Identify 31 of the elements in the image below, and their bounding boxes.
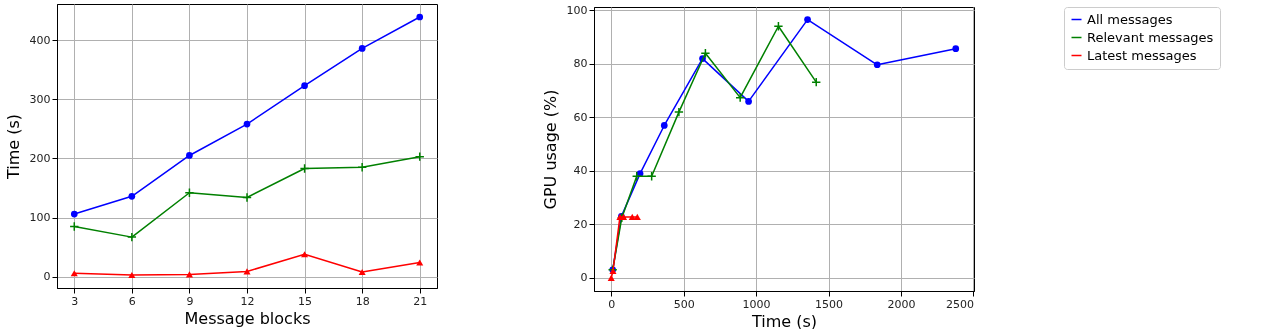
y-tick-label: 0 xyxy=(43,270,51,284)
legend-label: All messages xyxy=(1087,11,1173,27)
y-tick-label: 80 xyxy=(573,57,588,71)
legend-label: Relevant messages xyxy=(1087,29,1214,45)
x-axis-title: Message blocks xyxy=(184,308,311,328)
y-axis-title: Time (s) xyxy=(3,113,23,181)
y-tick-label: 400 xyxy=(29,33,51,47)
y-tick-label: 300 xyxy=(29,92,51,106)
x-axis-title: Time (s) xyxy=(750,311,818,329)
y-tick-label: 200 xyxy=(29,151,51,165)
x-tick-label: 6 xyxy=(128,294,136,308)
y-tick-label: 100 xyxy=(566,3,588,17)
x-tick-label: 3 xyxy=(71,294,79,308)
legend-label: Latest messages xyxy=(1087,47,1197,63)
x-tick-label: 2500 xyxy=(945,297,974,311)
x-tick-label: 0 xyxy=(608,297,616,311)
x-tick-label: 1500 xyxy=(815,297,844,311)
x-tick-label: 12 xyxy=(240,294,255,308)
x-tick-label: 2000 xyxy=(887,297,916,311)
y-tick-label: 20 xyxy=(573,217,588,231)
x-tick-label: 18 xyxy=(355,294,370,308)
x-tick-label: 15 xyxy=(298,294,313,308)
x-tick-label: 1000 xyxy=(742,297,771,311)
x-tick-label: 9 xyxy=(186,294,194,308)
y-tick-label: 60 xyxy=(573,110,588,124)
x-tick-label: 21 xyxy=(413,294,428,308)
y-tick-label: 100 xyxy=(29,211,51,225)
y-tick-label: 0 xyxy=(580,271,588,285)
x-tick-label: 500 xyxy=(673,297,695,311)
y-tick-label: 40 xyxy=(573,164,588,178)
y-axis-title: GPU usage (%) xyxy=(540,89,560,210)
